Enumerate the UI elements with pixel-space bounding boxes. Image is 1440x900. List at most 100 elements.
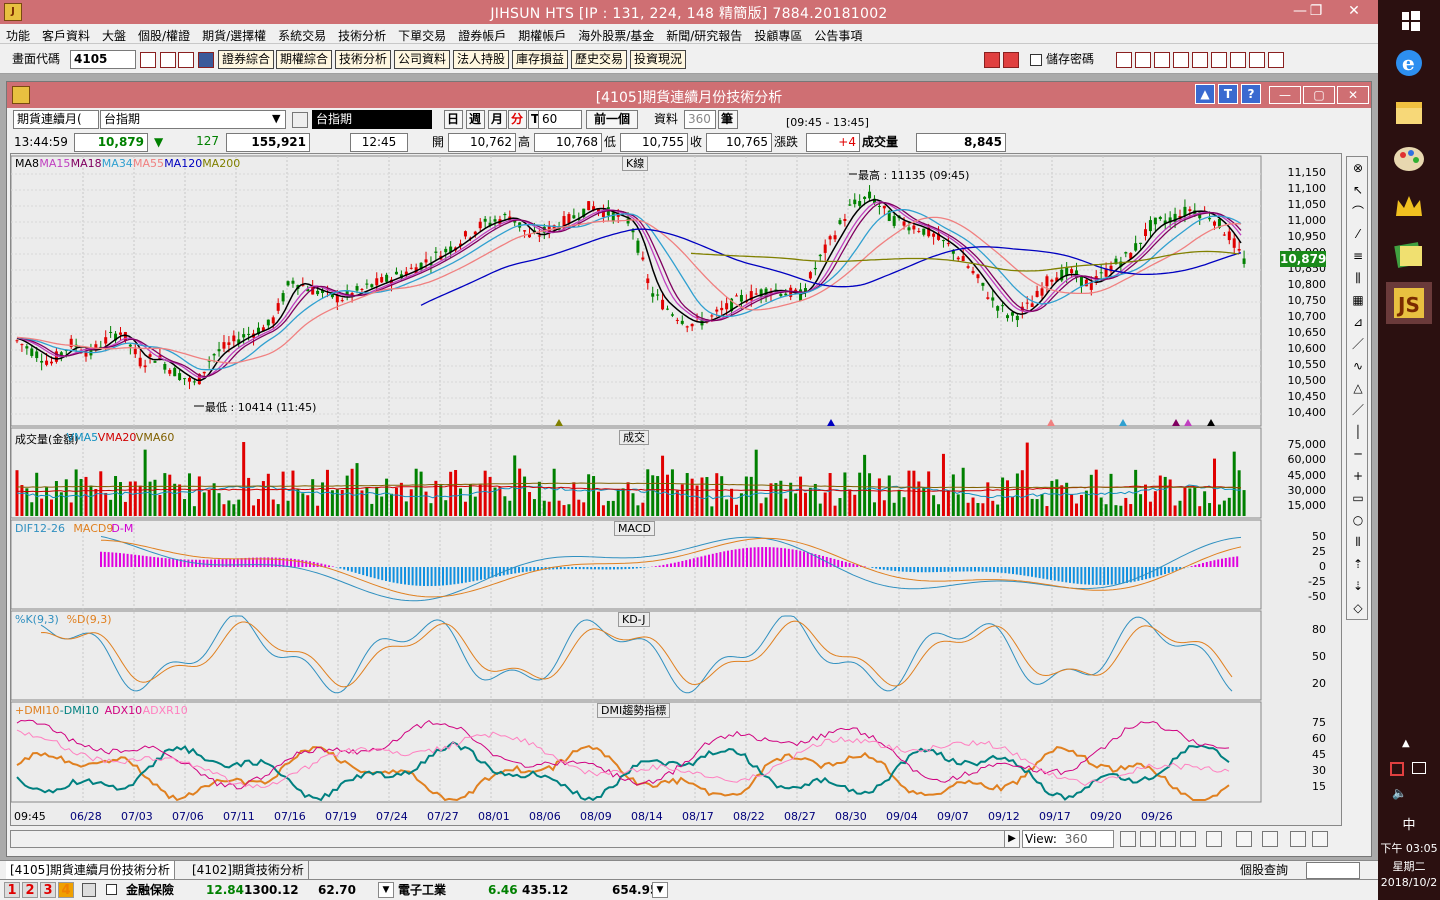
tool-icon-1[interactable] — [1135, 52, 1151, 68]
draw-tool-icon-18[interactable]: ⇡ — [1352, 557, 1364, 571]
chart-area[interactable] — [10, 153, 1342, 826]
menu-item-8[interactable]: 證券帳戶 — [458, 29, 507, 43]
draw-tool-icon-20[interactable]: ◇ — [1353, 601, 1363, 615]
draw-tool-icon-10[interactable]: △ — [1353, 381, 1363, 395]
sector1-dropdown-icon[interactable]: ▼ — [378, 882, 394, 898]
data-unit-button[interactable]: 筆 — [718, 110, 738, 129]
child-restore-button[interactable]: ▢ — [1303, 86, 1335, 104]
menu-item-1[interactable]: 客戶資料 — [42, 29, 91, 43]
lock-icon[interactable] — [82, 883, 96, 897]
product-type-select[interactable]: 期貨連續月( — [13, 110, 99, 129]
bottom-tool-icon-1[interactable] — [1140, 831, 1156, 847]
tool-icon-5[interactable] — [1211, 52, 1227, 68]
restore-button[interactable]: ❐ — [1309, 3, 1323, 19]
workspace-button-2[interactable]: 2 — [22, 882, 38, 898]
draw-tool-icon-12[interactable]: │ — [1354, 425, 1362, 439]
quick-button-0[interactable]: 證券綜合 — [218, 50, 274, 69]
draw-tool-icon-1[interactable]: ↖ — [1352, 183, 1364, 197]
tool-icon-0[interactable] — [1116, 52, 1132, 68]
quick-button-2[interactable]: 技術分析 — [335, 50, 391, 69]
window-tab-1[interactable]: [4102]期貨技術分析 — [188, 861, 309, 879]
bottom-tool-icon-4[interactable] — [1206, 831, 1222, 847]
scroll-right-icon[interactable]: ▶ — [1004, 830, 1020, 848]
sector2-dropdown-icon[interactable]: ▼ — [652, 882, 668, 898]
draw-tool-icon-5[interactable]: ⫼ — [1355, 271, 1361, 285]
ime-indicator[interactable]: 中 — [1402, 818, 1416, 833]
prev-button[interactable]: 前一個 — [586, 110, 638, 129]
child-close-button[interactable]: ✕ — [1337, 86, 1369, 104]
draw-tool-icon-4[interactable]: ≡ — [1352, 249, 1364, 263]
status-checkbox[interactable] — [106, 884, 117, 895]
save-pwd-checkbox[interactable] — [1030, 54, 1042, 66]
menu-item-10[interactable]: 海外股票/基金 — [578, 29, 655, 43]
volume-icon[interactable]: 🔈 — [1392, 786, 1407, 800]
draw-tool-icon-15[interactable]: ▭ — [1352, 491, 1364, 505]
notes-icon[interactable] — [1386, 234, 1432, 276]
crown-app-icon[interactable] — [1386, 186, 1432, 228]
code-input[interactable]: 4105 — [70, 50, 136, 69]
draw-tool-icon-9[interactable]: ∿ — [1352, 359, 1364, 373]
window-tab-0[interactable]: [4105]期貨連續月份技術分析 — [6, 861, 175, 879]
minimize-button[interactable]: — — [1293, 3, 1307, 19]
draw-tool-icon-17[interactable]: ⫴ — [1355, 535, 1361, 549]
workspace-button-4[interactable]: 4 — [58, 882, 74, 898]
draw-tool-icon-0[interactable]: ⊗ — [1352, 161, 1364, 175]
bottom-tool-icon-7[interactable] — [1290, 831, 1306, 847]
draw-tool-icon-13[interactable]: ─ — [1354, 447, 1362, 461]
menu-item-9[interactable]: 期權帳戶 — [518, 29, 567, 43]
draw-tool-icon-14[interactable]: + — [1352, 469, 1364, 483]
tool-icon-3[interactable] — [1173, 52, 1189, 68]
bottom-tool-icon-0[interactable] — [1120, 831, 1136, 847]
child-minimize-button[interactable]: — — [1269, 86, 1301, 104]
menu-item-12[interactable]: 投顧專區 — [754, 29, 803, 43]
view-field[interactable]: View: 360 — [1022, 830, 1114, 848]
draw-tool-icon-11[interactable]: ／ — [1351, 403, 1364, 417]
back-icon[interactable] — [984, 52, 1000, 68]
product-dropdown-icon[interactable]: ▼ — [272, 112, 281, 125]
menu-item-11[interactable]: 新聞/研究報告 — [666, 29, 743, 43]
workspace-button-3[interactable]: 3 — [40, 882, 56, 898]
bottom-tool-icon-5[interactable] — [1236, 831, 1252, 847]
draw-tool-icon-3[interactable]: ⁄ — [1356, 227, 1359, 241]
quick-button-3[interactable]: 公司資料 — [394, 50, 450, 69]
menu-item-2[interactable]: 大盤 — [102, 29, 127, 43]
tool-icon-4[interactable] — [1192, 52, 1208, 68]
tool-icon-6[interactable] — [1230, 52, 1246, 68]
quick-button-4[interactable]: 法人持股 — [453, 50, 509, 69]
menu-item-7[interactable]: 下單交易 — [398, 29, 447, 43]
period-button-2[interactable]: 月 — [488, 110, 507, 129]
dropdown-icon[interactable] — [198, 52, 214, 68]
quick-button-7[interactable]: 投資現況 — [630, 50, 686, 69]
draw-tool-icon-2[interactable]: ⌒ — [1351, 205, 1364, 219]
period-button-3[interactable]: 分 — [508, 110, 527, 129]
quick-button-1[interactable]: 期權綜合 — [276, 50, 332, 69]
chart-scrollbar[interactable] — [10, 830, 1010, 848]
menu-item-6[interactable]: 技術分析 — [338, 29, 387, 43]
close-button[interactable]: ✕ — [1348, 3, 1360, 19]
menu-item-13[interactable]: 公告事項 — [814, 29, 863, 43]
quick-button-6[interactable]: 歷史交易 — [571, 50, 627, 69]
print-icon[interactable] — [178, 52, 194, 68]
text-icon[interactable]: T — [1218, 84, 1238, 104]
window-icon[interactable] — [160, 52, 176, 68]
file-explorer-icon[interactable] — [1386, 92, 1432, 134]
draw-tool-icon-8[interactable]: ／ — [1351, 337, 1364, 351]
tool-icon-7[interactable] — [1249, 52, 1265, 68]
draw-tool-icon-19[interactable]: ⇣ — [1352, 579, 1364, 593]
bottom-tool-icon-6[interactable] — [1262, 831, 1278, 847]
product-name-input[interactable]: 台指期 — [100, 110, 286, 129]
clock-time[interactable]: 下午 03:05 — [1380, 842, 1438, 855]
bottom-tool-icon-3[interactable] — [1180, 831, 1196, 847]
product-search-icon[interactable] — [292, 112, 308, 128]
menu-item-3[interactable]: 個股/權證 — [138, 29, 191, 43]
network-icon[interactable] — [1412, 762, 1426, 774]
tool-icon-8[interactable] — [1268, 52, 1284, 68]
bottom-tool-icon-8[interactable] — [1312, 831, 1328, 847]
period-button-0[interactable]: 日 — [444, 110, 463, 129]
menu-item-5[interactable]: 系統交易 — [278, 29, 327, 43]
quick-button-5[interactable]: 庫存損益 — [512, 50, 568, 69]
forward-icon[interactable] — [1003, 52, 1019, 68]
ie-icon[interactable]: e — [1386, 42, 1432, 84]
search-icon[interactable] — [140, 52, 156, 68]
draw-tool-icon-7[interactable]: ⊿ — [1352, 315, 1364, 329]
